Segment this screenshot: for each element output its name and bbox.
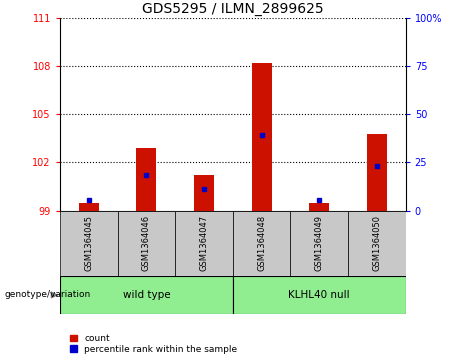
Text: GSM1364046: GSM1364046: [142, 215, 151, 271]
Bar: [233, 276, 406, 314]
Text: GSM1364048: GSM1364048: [257, 215, 266, 271]
Legend: count, percentile rank within the sample: count, percentile rank within the sample: [69, 333, 238, 355]
Title: GDS5295 / ILMN_2899625: GDS5295 / ILMN_2899625: [142, 2, 324, 16]
Text: GSM1364049: GSM1364049: [315, 215, 324, 271]
Bar: [136, 148, 156, 211]
Bar: [348, 211, 406, 276]
Text: GSM1364050: GSM1364050: [372, 215, 381, 271]
Bar: [60, 211, 118, 276]
Text: wild type: wild type: [123, 290, 170, 300]
Bar: [309, 203, 329, 211]
Text: genotype/variation: genotype/variation: [5, 290, 91, 299]
Bar: [175, 211, 233, 276]
Bar: [118, 211, 175, 276]
Bar: [194, 175, 214, 211]
Text: GSM1364045: GSM1364045: [84, 215, 93, 271]
Bar: [233, 211, 290, 276]
Bar: [252, 63, 272, 211]
Text: KLHL40 null: KLHL40 null: [289, 290, 350, 300]
Bar: [367, 134, 387, 211]
Bar: [60, 276, 233, 314]
Bar: [79, 203, 99, 211]
Text: GSM1364047: GSM1364047: [200, 215, 208, 271]
Bar: [290, 211, 348, 276]
